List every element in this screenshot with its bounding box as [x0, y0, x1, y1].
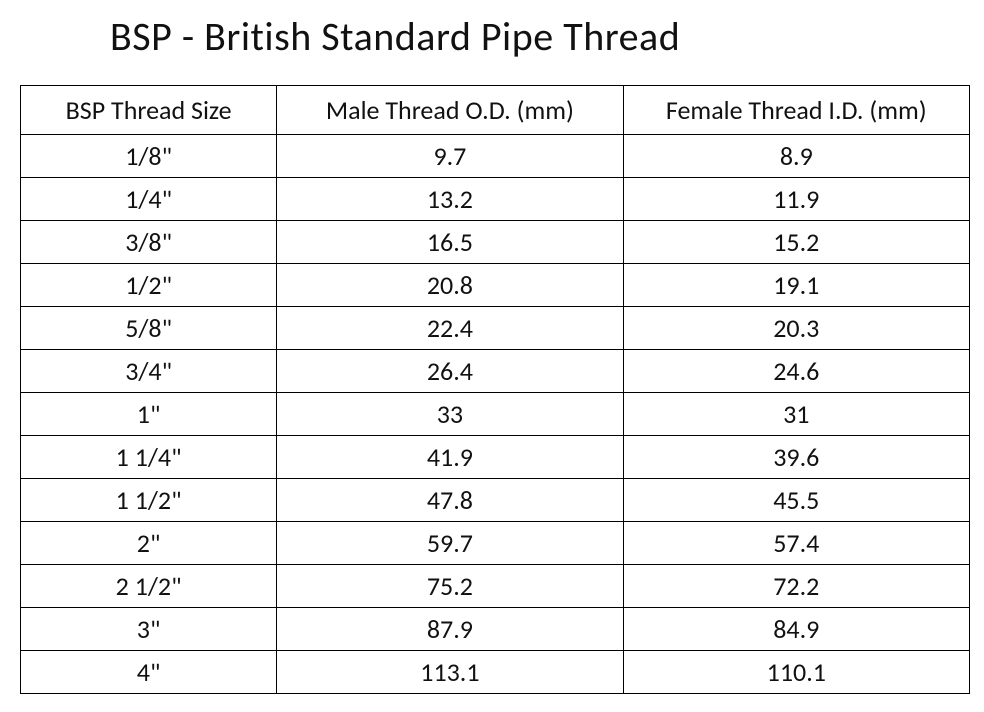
cell-bsp-size: 1 1/2" [21, 479, 277, 522]
cell-bsp-size: 1 1/4" [21, 436, 277, 479]
cell-female-id: 20.3 [623, 307, 969, 350]
table-row: 3/4" 26.4 24.6 [21, 350, 970, 393]
col-header-male-od: Male Thread O.D. (mm) [277, 86, 623, 135]
col-header-female-id: Female Thread I.D. (mm) [623, 86, 969, 135]
table-header-row: BSP Thread Size Male Thread O.D. (mm) Fe… [21, 86, 970, 135]
cell-bsp-size: 1/8" [21, 135, 277, 178]
cell-female-id: 19.1 [623, 264, 969, 307]
table-row: 3" 87.9 84.9 [21, 608, 970, 651]
cell-male-od: 33 [277, 393, 623, 436]
table-row: 1/4" 13.2 11.9 [21, 178, 970, 221]
bsp-thread-table: BSP Thread Size Male Thread O.D. (mm) Fe… [20, 85, 970, 694]
table-row: 4" 113.1 110.1 [21, 651, 970, 694]
table-row: 5/8" 22.4 20.3 [21, 307, 970, 350]
cell-male-od: 20.8 [277, 264, 623, 307]
cell-male-od: 47.8 [277, 479, 623, 522]
page-title: BSP - British Standard Pipe Thread [110, 12, 984, 61]
cell-male-od: 75.2 [277, 565, 623, 608]
table-row: 2 1/2" 75.2 72.2 [21, 565, 970, 608]
cell-female-id: 39.6 [623, 436, 969, 479]
col-header-bsp-size: BSP Thread Size [21, 86, 277, 135]
cell-male-od: 41.9 [277, 436, 623, 479]
cell-female-id: 72.2 [623, 565, 969, 608]
table-row: 1" 33 31 [21, 393, 970, 436]
cell-bsp-size: 3" [21, 608, 277, 651]
cell-bsp-size: 2" [21, 522, 277, 565]
cell-male-od: 113.1 [277, 651, 623, 694]
table-row: 1 1/4" 41.9 39.6 [21, 436, 970, 479]
table-row: 3/8" 16.5 15.2 [21, 221, 970, 264]
cell-bsp-size: 4" [21, 651, 277, 694]
page-container: BSP - British Standard Pipe Thread BSP T… [0, 12, 984, 694]
cell-male-od: 16.5 [277, 221, 623, 264]
cell-female-id: 15.2 [623, 221, 969, 264]
cell-bsp-size: 1/4" [21, 178, 277, 221]
table-row: 1 1/2" 47.8 45.5 [21, 479, 970, 522]
cell-female-id: 84.9 [623, 608, 969, 651]
cell-male-od: 13.2 [277, 178, 623, 221]
cell-bsp-size: 1" [21, 393, 277, 436]
cell-male-od: 26.4 [277, 350, 623, 393]
cell-male-od: 9.7 [277, 135, 623, 178]
table-row: 2" 59.7 57.4 [21, 522, 970, 565]
cell-male-od: 87.9 [277, 608, 623, 651]
cell-bsp-size: 1/2" [21, 264, 277, 307]
table-header: BSP Thread Size Male Thread O.D. (mm) Fe… [21, 86, 970, 135]
cell-female-id: 31 [623, 393, 969, 436]
cell-female-id: 110.1 [623, 651, 969, 694]
cell-female-id: 57.4 [623, 522, 969, 565]
table-row: 1/2" 20.8 19.1 [21, 264, 970, 307]
cell-male-od: 22.4 [277, 307, 623, 350]
table-body: 1/8" 9.7 8.9 1/4" 13.2 11.9 3/8" 16.5 15… [21, 135, 970, 694]
cell-female-id: 8.9 [623, 135, 969, 178]
cell-female-id: 45.5 [623, 479, 969, 522]
cell-female-id: 11.9 [623, 178, 969, 221]
cell-bsp-size: 3/8" [21, 221, 277, 264]
cell-bsp-size: 3/4" [21, 350, 277, 393]
cell-female-id: 24.6 [623, 350, 969, 393]
cell-male-od: 59.7 [277, 522, 623, 565]
cell-bsp-size: 2 1/2" [21, 565, 277, 608]
table-row: 1/8" 9.7 8.9 [21, 135, 970, 178]
cell-bsp-size: 5/8" [21, 307, 277, 350]
